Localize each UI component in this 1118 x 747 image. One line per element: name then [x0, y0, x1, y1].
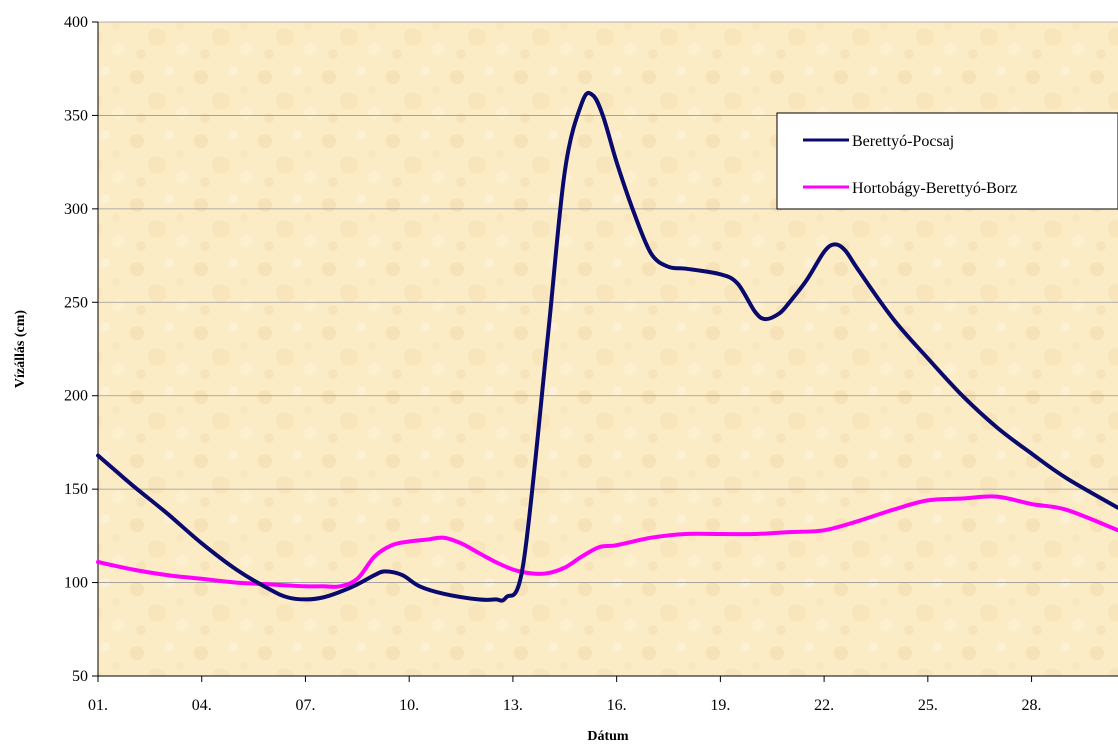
x-tick-label: 10. — [399, 697, 419, 714]
x-tick-label: 07. — [295, 697, 315, 714]
series-lines — [96, 90, 1118, 603]
legend-label-berettyo-pocsaj: Berettyó-Pocsaj — [852, 133, 954, 150]
x-tick-label: 13. — [503, 697, 523, 714]
series-line-hortobagy-berettyo-borz — [96, 494, 1118, 589]
x-axis-title: Dátum — [587, 729, 629, 744]
y-tick-label: 350 — [64, 107, 88, 124]
legend-box — [776, 112, 1118, 210]
y-tick-label: 400 — [64, 14, 88, 31]
y-tick-label: 300 — [64, 201, 88, 218]
x-tick-label: 16. — [607, 697, 627, 714]
y-tick-label: 100 — [64, 575, 88, 592]
x-tick-label: 04. — [192, 697, 212, 714]
legend: Berettyó-Pocsaj Hortobágy-Berettyó-Borz — [776, 112, 1118, 210]
x-tick-label: 25. — [918, 697, 938, 714]
x-axis-ticks: 01. 04. 07. 10. 13. 16. 19. 22. 25. 28. — [88, 676, 1042, 714]
y-axis-ticks: 50 100 150 200 250 300 350 400 — [64, 14, 98, 685]
y-tick-label: 200 — [64, 388, 88, 405]
x-tick-label: 28. — [1022, 697, 1042, 714]
x-tick-label: 22. — [814, 697, 834, 714]
legend-label-hortobagy-berettyo-borz: Hortobágy-Berettyó-Borz — [852, 180, 1017, 197]
y-tick-label: 150 — [64, 481, 88, 498]
x-tick-label: 19. — [710, 697, 730, 714]
y-tick-label: 50 — [72, 668, 88, 685]
x-tick-label: 01. — [88, 697, 108, 714]
y-axis-title: Vízállás (cm) — [13, 310, 28, 388]
series-line-berettyo-pocsaj — [96, 90, 1118, 603]
y-tick-label: 250 — [64, 294, 88, 311]
